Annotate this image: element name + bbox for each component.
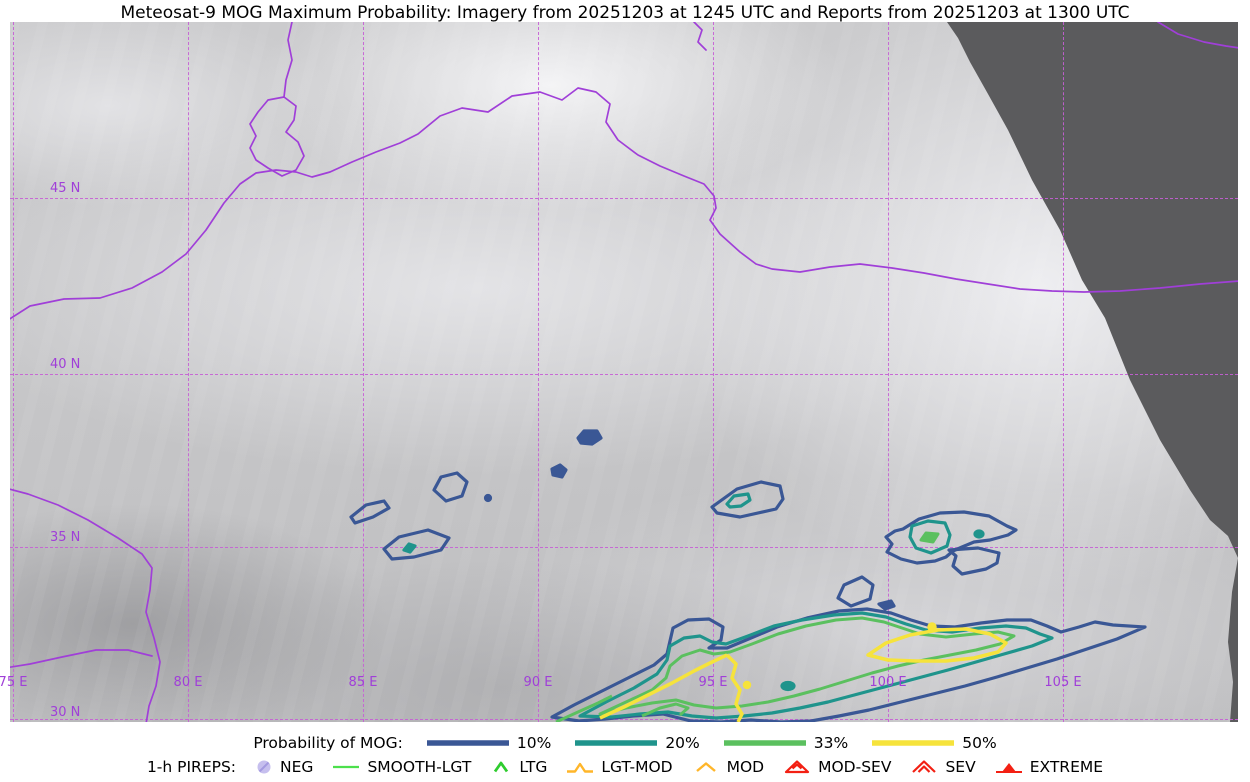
line-swatch-33pct-icon — [723, 740, 806, 746]
legend-item-label: LTG — [519, 758, 548, 776]
lon-label-75e: 75 E — [0, 675, 28, 690]
gridline-105e — [1063, 22, 1064, 722]
contour-group-50pct — [599, 622, 1008, 722]
line-swatch-20pct-icon — [575, 740, 658, 746]
legend-probability-title: Probability of MOG: — [253, 734, 403, 752]
boundary-loop — [249, 96, 305, 177]
ltg-caret-icon — [494, 761, 509, 773]
contour-group-10pct — [349, 429, 1147, 722]
legend-item-label: EXTREME — [1029, 758, 1104, 776]
lon-label-85e: 85 E — [348, 675, 378, 690]
political-boundaries — [10, 22, 1238, 722]
gridline-85e — [363, 22, 364, 722]
legend-item-33pct: 33% — [722, 734, 848, 752]
contour-group-20pct — [402, 492, 1054, 720]
sev-nested-carets-icon — [912, 760, 937, 773]
contour-10pct-filled — [483, 429, 896, 611]
line-swatch-50pct-icon — [872, 740, 955, 746]
no-data-edge-sliver — [1228, 558, 1238, 722]
gridline-100e — [888, 22, 889, 722]
legend-item-mod-sev: MOD-SEV — [782, 758, 891, 776]
mod-caret-icon — [695, 762, 716, 772]
legend-item-lgt-mod: LGT-MOD — [565, 758, 673, 776]
legend-item-extreme: EXTREME — [994, 758, 1103, 776]
lat-label-35n: 35 N — [50, 530, 81, 545]
gridline-95e — [713, 22, 714, 722]
boundary-southwest-branch — [10, 649, 153, 669]
legend-item-label: 50% — [962, 734, 997, 752]
probability-contours — [349, 429, 1147, 722]
legend-item-smooth-lgt: SMOOTH-LGT — [331, 758, 471, 776]
lgt-mod-caret-baseline-icon — [567, 762, 594, 773]
legend-item-ltg: LTG — [489, 758, 547, 776]
lat-label-45n: 45 N — [50, 181, 81, 196]
legend-item-label: 33% — [813, 734, 849, 752]
legend-item-label: SEV — [945, 758, 976, 776]
legend-item-sev: SEV — [909, 758, 976, 776]
legend-item-mod: MOD — [691, 758, 765, 776]
boundary-top-center-stub — [693, 22, 707, 51]
lat-label-30n: 30 N — [50, 705, 81, 720]
smooth-lgt-line-icon — [333, 765, 360, 769]
line-swatch-10pct-icon — [426, 740, 509, 746]
legend-item-label: 20% — [665, 734, 700, 752]
gridline-45n — [10, 198, 1238, 199]
gridline-30n — [10, 719, 1238, 720]
legend-item-10pct: 10% — [425, 734, 551, 752]
legend-item-label: LGT-MOD — [601, 758, 673, 776]
chart-title: Meteosat-9 MOG Maximum Probability: Imag… — [120, 3, 1130, 23]
gridline-90e — [538, 22, 539, 722]
boundary-north — [10, 87, 1238, 320]
boundary-top-stub — [283, 22, 293, 98]
lon-label-100e: 100 E — [869, 675, 907, 690]
legend-item-20pct: 20% — [573, 734, 700, 752]
legend-item-label: NEG — [280, 758, 314, 776]
gridline-40n — [10, 374, 1238, 375]
boundary-top-right — [1157, 22, 1238, 49]
legend-item-50pct: 50% — [870, 734, 997, 752]
lon-label-105e: 105 E — [1044, 675, 1082, 690]
legend-pireps-title: 1-h PIREPS: — [146, 758, 237, 776]
gridline-75e — [13, 22, 14, 722]
lon-label-80e: 80 E — [173, 675, 203, 690]
mod-sev-triangle-caret-icon — [785, 760, 810, 774]
satellite-map — [10, 22, 1238, 722]
contour-20pct-filled — [402, 529, 985, 692]
contour-33pct-filled — [919, 531, 940, 544]
extreme-filled-triangle-icon — [995, 763, 1022, 773]
legend-item-label: 10% — [516, 734, 552, 752]
gridline-80e — [188, 22, 189, 722]
neg-circle-slash-icon — [257, 760, 271, 774]
legend-probability: Probability of MOG: 10% 20% 33% 50% — [0, 731, 1250, 755]
boundary-southwest — [10, 488, 161, 722]
legend-item-label: MOD — [726, 758, 765, 776]
legend-item-label: MOD-SEV — [818, 758, 892, 776]
lon-label-95e: 95 E — [698, 675, 728, 690]
lon-label-90e: 90 E — [523, 675, 553, 690]
legend-pireps: 1-h PIREPS: NEG SMOOTH-LGT LTG LGT-MOD M… — [0, 755, 1250, 779]
lat-label-40n: 40 N — [50, 357, 81, 372]
legend-item-neg: NEG — [254, 758, 313, 776]
gridline-35n — [10, 547, 1238, 548]
legend-item-label: SMOOTH-LGT — [367, 758, 472, 776]
contour-50pct-filled — [742, 622, 937, 690]
